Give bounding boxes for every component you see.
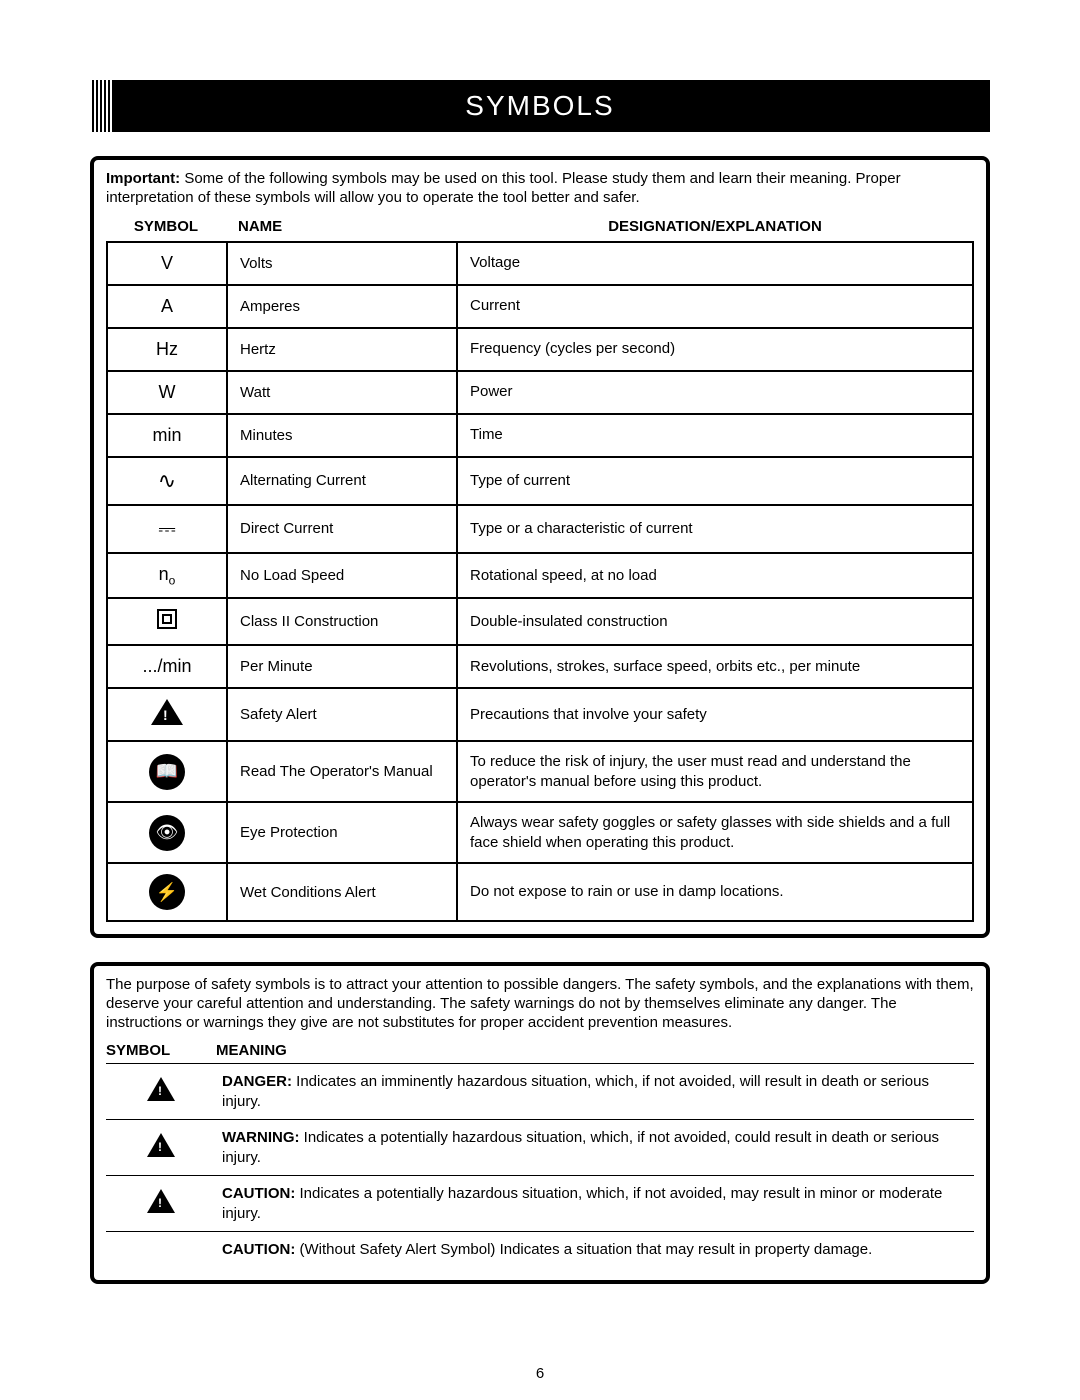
description-cell: Do not expose to rain or use in damp loc… [457, 863, 973, 921]
symbol-cell: .../min [107, 645, 227, 688]
safety-alert-icon: ! [151, 699, 183, 725]
table-row: WWattPower [107, 371, 973, 414]
pictogram-icon: 👁 [149, 815, 185, 851]
symbols-intro: Important: Some of the following symbols… [106, 170, 974, 208]
symbol-cell: min [107, 414, 227, 457]
page-number: 6 [0, 1365, 1080, 1382]
name-cell: Per Minute [227, 645, 457, 688]
symbol-cell: W [107, 371, 227, 414]
name-cell: Minutes [227, 414, 457, 457]
description-cell: Time [457, 414, 973, 457]
table-row: CAUTION: (Without Safety Alert Symbol) I… [106, 1232, 974, 1268]
symbols-table: VVoltsVoltageAAmperesCurrentHzHertzFrequ… [106, 241, 974, 923]
intro-label: Important: [106, 170, 180, 187]
name-cell: Hertz [227, 328, 457, 371]
table-row: VVoltsVoltage [107, 242, 973, 285]
table-row: noNo Load SpeedRotational speed, at no l… [107, 553, 973, 599]
name-cell: Safety Alert [227, 688, 457, 741]
symbol-cell: ⎓ [107, 505, 227, 553]
description-cell: Current [457, 285, 973, 328]
description-cell: To reduce the risk of injury, the user m… [457, 741, 973, 802]
symbol-cell: no [107, 553, 227, 599]
table-row: AAmperesCurrent [107, 285, 973, 328]
safety-alert-icon: ! [147, 1077, 175, 1101]
description-cell: Always wear safety goggles or safety gla… [457, 802, 973, 863]
intro-text: Some of the following symbols may be use… [106, 170, 901, 206]
safety-alert-icon: ! [147, 1189, 175, 1213]
symbol-cell: ! [106, 1176, 216, 1232]
table-row: ! WARNING: Indicates a potentially hazard… [106, 1120, 974, 1176]
table-row: ! CAUTION: Indicates a potentially hazard… [106, 1176, 974, 1232]
symbol-cell: A [107, 285, 227, 328]
table-row: ⎓Direct CurrentType or a characteristic … [107, 505, 973, 553]
pictogram-icon: ⚡ [149, 874, 185, 910]
safety-alert-icon: ! [147, 1133, 175, 1157]
col-symbol-2: SYMBOL [106, 1042, 216, 1059]
meanings-box: The purpose of safety symbols is to attr… [90, 962, 990, 1284]
name-cell: Class II Construction [227, 598, 457, 645]
symbol-cell [106, 1232, 216, 1268]
description-cell: Revolutions, strokes, surface speed, orb… [457, 645, 973, 688]
col-designation: DESIGNATION/EXPLANATION [456, 218, 974, 235]
symbol-cell: 📖 [107, 741, 227, 802]
table-row: .../minPer MinuteRevolutions, strokes, s… [107, 645, 973, 688]
name-cell: Alternating Current [227, 457, 457, 505]
description-cell: Type of current [457, 457, 973, 505]
meaning-cell: WARNING: Indicates a potentially hazardo… [216, 1120, 974, 1176]
table-row: 📖 Read The Operator's ManualTo reduce the… [107, 741, 973, 802]
double-insulated-icon [157, 609, 177, 629]
description-cell: Frequency (cycles per second) [457, 328, 973, 371]
name-cell: Direct Current [227, 505, 457, 553]
meanings-column-headers: SYMBOL MEANING [106, 1038, 974, 1063]
symbol-cell: Hz [107, 328, 227, 371]
meaning-cell: CAUTION: (Without Safety Alert Symbol) I… [216, 1232, 974, 1268]
pictogram-icon: 📖 [149, 754, 185, 790]
table-row: ! DANGER: Indicates an imminently hazardo… [106, 1064, 974, 1120]
col-name: NAME [226, 218, 456, 235]
name-cell: No Load Speed [227, 553, 457, 599]
description-cell: Power [457, 371, 973, 414]
symbol-cell: ⚡ [107, 863, 227, 921]
symbol-cell: ! [107, 688, 227, 741]
table-row: ∿Alternating CurrentType of current [107, 457, 973, 505]
col-meaning: MEANING [216, 1042, 974, 1059]
name-cell: Wet Conditions Alert [227, 863, 457, 921]
description-cell: Precautions that involve your safety [457, 688, 973, 741]
symbol-cell: ! [106, 1120, 216, 1176]
header-bar: SYMBOLS [90, 80, 990, 132]
table-row: minMinutesTime [107, 414, 973, 457]
description-cell: Type or a characteristic of current [457, 505, 973, 553]
name-cell: Read The Operator's Manual [227, 741, 457, 802]
table-row: ! Safety AlertPrecautions that involve yo… [107, 688, 973, 741]
symbols-box: Important: Some of the following symbols… [90, 156, 990, 938]
meaning-cell: DANGER: Indicates an imminently hazardou… [216, 1064, 974, 1120]
name-cell: Eye Protection [227, 802, 457, 863]
meanings-intro: The purpose of safety symbols is to attr… [106, 976, 974, 1032]
description-cell: Rotational speed, at no load [457, 553, 973, 599]
description-cell: Double-insulated construction [457, 598, 973, 645]
table-row: Class II ConstructionDouble-insulated co… [107, 598, 973, 645]
symbols-column-headers: SYMBOL NAME DESIGNATION/EXPLANATION [106, 214, 974, 241]
meanings-table: ! DANGER: Indicates an imminently hazardo… [106, 1063, 974, 1268]
symbol-cell [107, 598, 227, 645]
symbol-cell: 👁 [107, 802, 227, 863]
name-cell: Amperes [227, 285, 457, 328]
col-symbol: SYMBOL [106, 218, 226, 235]
name-cell: Watt [227, 371, 457, 414]
name-cell: Volts [227, 242, 457, 285]
table-row: HzHertzFrequency (cycles per second) [107, 328, 973, 371]
symbol-cell: ∿ [107, 457, 227, 505]
meaning-cell: CAUTION: Indicates a potentially hazardo… [216, 1176, 974, 1232]
header-stripe-icon [90, 80, 114, 132]
symbol-cell: ! [106, 1064, 216, 1120]
page-title: SYMBOLS [465, 90, 614, 121]
table-row: 👁 Eye ProtectionAlways wear safety goggle… [107, 802, 973, 863]
description-cell: Voltage [457, 242, 973, 285]
table-row: ⚡ Wet Conditions AlertDo not expose to ra… [107, 863, 973, 921]
symbol-cell: V [107, 242, 227, 285]
